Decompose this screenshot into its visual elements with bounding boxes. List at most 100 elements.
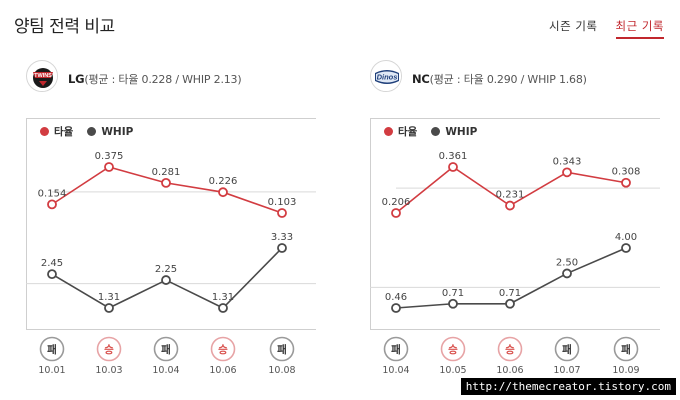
avg-data-point [505, 200, 515, 211]
legend-avg-swatch [40, 127, 49, 136]
game-date-label: 10.03 [95, 365, 122, 376]
avg-data-label: 0.375 [95, 151, 124, 162]
result-badge-label: 승 [505, 344, 515, 356]
watermark: http://themecreator.tistory.com [460, 378, 676, 395]
whip-data-label: 2.45 [41, 258, 63, 269]
loss-badge [153, 336, 179, 362]
legend-whip-swatch [87, 127, 97, 136]
game-date-label: 10.06 [209, 365, 236, 376]
win-badge [497, 336, 523, 362]
team-average-summary: (평균 : 타율 0.290 / WHIP 1.68) [429, 73, 587, 86]
whip-data-point [277, 243, 287, 253]
avg-data-point [161, 177, 171, 188]
legend-item-whip: WHIP [431, 124, 477, 139]
avg-data-point [47, 199, 57, 210]
svg-text:Dinos: Dinos [377, 73, 398, 82]
avg-data-label: 0.231 [496, 190, 525, 201]
result-badge-label: 승 [448, 344, 458, 356]
avg-data-label: 0.206 [382, 197, 411, 208]
chart-legend: 타율 WHIP [40, 124, 133, 139]
avg-data-label: 0.103 [268, 197, 297, 208]
loss-badge [383, 336, 409, 362]
team-panel-nc: Dinos NC(평균 : 타율 0.290 / WHIP 1.68) 타율 W… [370, 58, 680, 388]
whip-data-label: 0.46 [385, 292, 407, 303]
avg-data-label: 0.154 [38, 188, 67, 199]
whip-data-label: 1.31 [212, 292, 234, 303]
avg-data-point [391, 208, 401, 218]
lg-twins-logo: TWINS [26, 60, 58, 92]
legend-whip-label: WHIP [445, 125, 478, 138]
game-date-label: 10.05 [439, 365, 466, 376]
avg-data-point [277, 208, 287, 218]
avg-data-label: 0.343 [553, 156, 582, 167]
whip-data-label: 1.31 [98, 292, 120, 303]
loss-badge [39, 336, 65, 362]
team-panel-lg: TWINS LG(평균 : 타율 0.228 / WHIP 2.13) 타율 W… [26, 58, 346, 388]
chart-frame [370, 118, 660, 330]
whip-data-point [621, 243, 631, 253]
whip-data-point [104, 303, 114, 313]
avg-data-point [104, 162, 114, 172]
team-average-summary: (평균 : 타율 0.228 / WHIP 2.13) [84, 73, 242, 86]
chart-frame [26, 118, 316, 330]
team-header: Dinos NC(평균 : 타율 0.290 / WHIP 1.68) [370, 58, 680, 98]
whip-data-label: 0.71 [499, 288, 521, 299]
tab-recent-record[interactable]: 최근 기록 [615, 18, 664, 39]
win-badge [440, 336, 466, 362]
legend-item-avg: 타율 [40, 124, 73, 139]
team-name: NC [412, 72, 430, 86]
game-date-label: 10.07 [553, 365, 580, 376]
team-header: TWINS LG(평균 : 타율 0.228 / WHIP 2.13) [26, 58, 346, 98]
team-summary: LG(평균 : 타율 0.228 / WHIP 2.13) [68, 71, 242, 87]
avg-data-label: 0.226 [209, 176, 238, 187]
result-badge-label: 패 [277, 343, 287, 356]
game-date-label: 10.06 [496, 365, 523, 376]
result-badge-label: 승 [104, 344, 114, 356]
game-date-label: 10.09 [612, 365, 639, 376]
avg-data-point [448, 162, 458, 172]
whip-data-point [161, 275, 171, 285]
whip-data-label: 2.50 [556, 257, 578, 268]
whip-data-point [505, 298, 515, 309]
team-summary: NC(평균 : 타율 0.290 / WHIP 1.68) [412, 71, 587, 87]
chart-legend: 타율 WHIP [384, 124, 477, 139]
avg-data-point [218, 187, 228, 198]
legend-avg-label: 타율 [398, 126, 418, 138]
legend-whip-swatch [431, 127, 441, 136]
whip-data-point [391, 303, 401, 313]
result-badge-label: 패 [161, 343, 171, 356]
legend-item-avg: 타율 [384, 124, 417, 139]
game-date-label: 10.04 [382, 365, 409, 376]
svg-text:TWINS: TWINS [34, 73, 52, 79]
avg-data-label: 0.308 [612, 167, 641, 178]
tab-season-record[interactable]: 시즌 기록 [549, 19, 598, 33]
whip-data-point [562, 268, 572, 279]
legend-item-whip: WHIP [87, 124, 133, 139]
result-badge-label: 패 [562, 343, 572, 356]
nc-dinos-logo: Dinos [370, 60, 402, 92]
whip-data-label: 4.00 [615, 232, 637, 243]
avg-data-point [621, 177, 631, 188]
header: 양팀 전력 비교 시즌 기록 최근 기록 [14, 12, 664, 40]
legend-avg-label: 타율 [54, 126, 74, 138]
whip-data-point [47, 269, 57, 280]
whip-data-label: 0.71 [442, 288, 464, 299]
loss-badge [613, 336, 639, 362]
loss-badge [269, 336, 295, 362]
loss-badge [554, 336, 580, 362]
team-name: LG [68, 72, 85, 86]
game-date-label: 10.01 [38, 365, 65, 376]
win-badge [96, 336, 122, 362]
avg-data-point [562, 167, 572, 178]
legend-avg-swatch [384, 127, 393, 136]
page-title: 양팀 전력 비교 [14, 17, 115, 37]
avg-data-label: 0.281 [152, 167, 181, 178]
recent-record-chart-lg: 0.154 0.375 0.281 0.226 0.103 2.45 1.31 2.25 1.3… [26, 151, 316, 376]
whip-data-label: 2.25 [155, 264, 177, 275]
result-badge-label: 패 [47, 343, 57, 356]
game-date-label: 10.08 [268, 365, 295, 376]
whip-data-label: 3.33 [271, 232, 293, 243]
avg-data-label: 0.361 [439, 151, 468, 162]
recent-record-chart-nc: 0.206 0.361 0.231 0.343 0.308 0.46 0.71 0.71 2.5… [370, 151, 660, 376]
legend-whip-label: WHIP [101, 125, 134, 138]
